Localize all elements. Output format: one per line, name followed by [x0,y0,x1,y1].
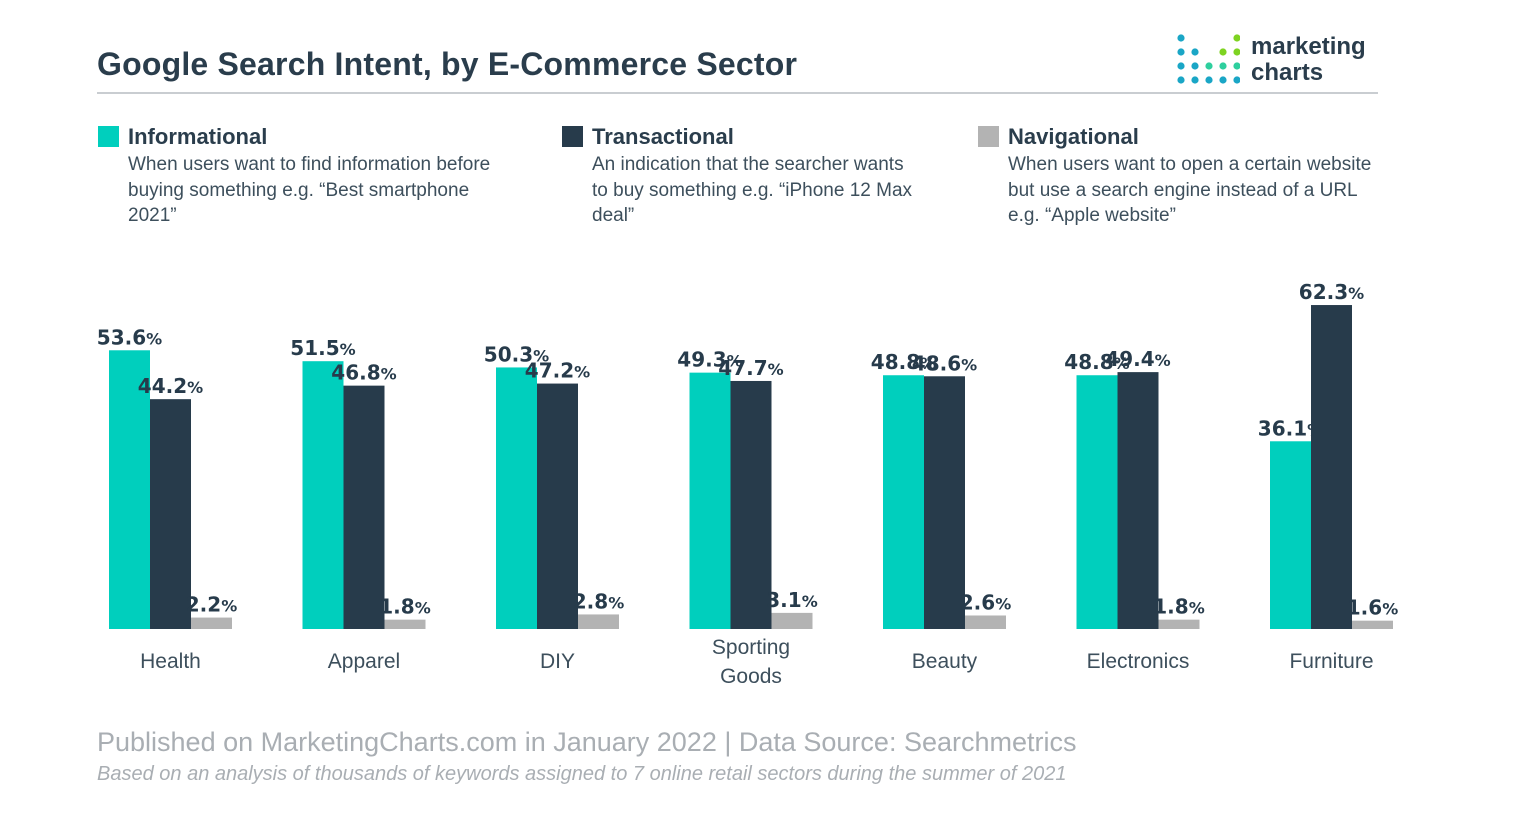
category-label-sporting-goods-line-1: Sporting [712,636,790,659]
data-label-electronics-informational: 48.8% [1064,350,1129,374]
data-label-electronics-transactional: 49.4% [1105,347,1170,371]
data-label-furniture-transactional: 62.3% [1299,280,1364,304]
category-label-sporting-goods-line-2: Goods [720,665,782,688]
bar-furniture-transactional [1311,305,1352,629]
category-label-furniture: Furniture [1289,650,1373,673]
bar-sporting-goods-informational [689,372,731,629]
bar-furniture-navigational [1352,620,1393,629]
data-label-beauty-informational: 48.8% [871,350,936,374]
logo-line-2: charts [1251,59,1324,86]
title-divider [97,92,1378,94]
data-label-health-navigational: 2.2% [186,593,237,617]
legend-name-transactional: Transactional [592,124,734,149]
bar-diy-informational [496,367,537,629]
category-label-diy: DIY [540,650,575,673]
bar-electronics-navigational [1158,619,1200,629]
legend-swatch-transactional [562,126,583,147]
bar-apparel-navigational [384,619,426,629]
logo-text: marketing charts [1251,34,1366,86]
chart-title: Google Search Intent, by E-Commerce Sect… [97,46,798,82]
data-label-diy-informational: 50.3% [484,342,549,366]
category-label-beauty: Beauty [912,650,978,673]
legend-name-informational: Informational [128,124,268,149]
legend-desc-informational: When users want to find information befo… [128,154,491,226]
data-label-health-transactional: 44.2% [138,374,203,398]
bar-health-informational [109,350,150,629]
bar-sporting-goods-navigational [771,612,813,629]
legend-swatch-informational [98,126,119,147]
data-label-beauty-navigational: 2.6% [960,590,1011,614]
logo-dots-icon [1177,34,1240,84]
legend-desc-navigational: When users want to open a certain websit… [1008,154,1372,226]
legend-desc-transactional: An indication that the searcher wants to… [592,154,913,226]
data-label-sporting-goods-navigational: 3.1% [766,588,817,612]
marketingcharts-logo[interactable]: marketing charts [1176,32,1386,88]
data-label-diy-navigational: 2.8% [573,589,624,613]
legend-name-navigational: Navigational [1008,124,1139,149]
category-label-electronics: Electronics [1087,650,1190,673]
data-label-electronics-navigational: 1.8% [1153,595,1204,619]
bar-electronics-transactional [1117,372,1159,629]
category-label-health: Health [140,650,201,673]
data-label-furniture-navigational: 1.6% [1347,596,1398,620]
category-label-apparel: Apparel [328,650,400,673]
bar-health-navigational [191,617,232,629]
data-label-sporting-goods-transactional: 47.7% [718,356,783,380]
data-label-diy-transactional: 47.2% [525,359,590,383]
bar-apparel-informational [302,361,344,629]
data-label-sporting-goods-informational: 49.3% [677,348,742,372]
bar-furniture-informational [1270,441,1311,629]
footer-note: Based on an analysis of thousands of key… [97,763,1067,785]
data-label-health-informational: 53.6% [97,325,162,349]
data-label-apparel-informational: 51.5% [290,336,355,360]
bar-apparel-transactional [343,385,385,629]
logo-line-1: marketing [1251,33,1366,60]
bar-beauty-navigational [965,615,1006,629]
bar-electronics-informational [1076,375,1118,629]
data-label-apparel-transactional: 46.8% [331,361,396,385]
data-label-beauty-transactional: 48.6% [912,351,977,375]
legend-swatch-navigational [978,126,999,147]
bar-diy-transactional [537,383,578,629]
bar-sporting-goods-transactional [730,380,772,629]
footer-published: Published on MarketingCharts.com in Janu… [97,727,1077,757]
bar-diy-navigational [578,614,619,629]
bar-health-transactional [150,399,191,629]
bar-beauty-transactional [924,376,965,629]
data-label-apparel-navigational: 1.8% [379,595,430,619]
bar-beauty-informational [883,375,924,629]
